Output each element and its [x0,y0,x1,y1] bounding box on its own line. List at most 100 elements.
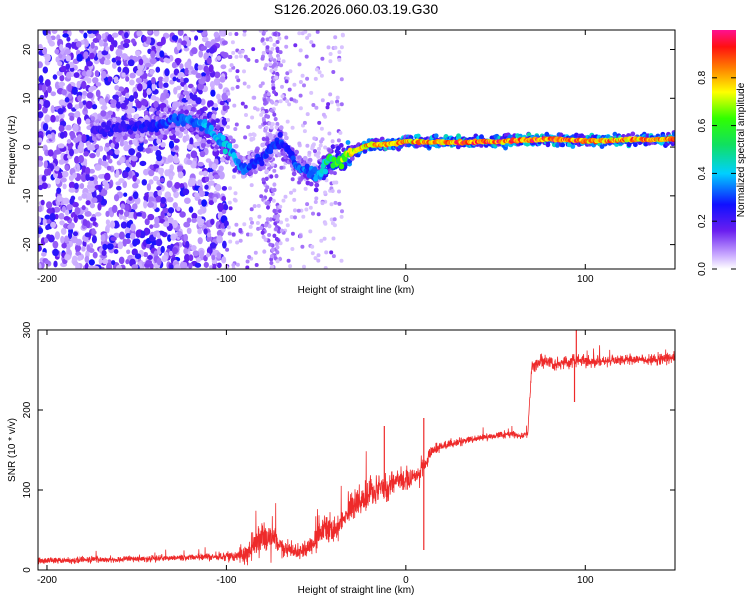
y-tick-label: -10 [22,188,33,203]
noise-dot [274,227,278,232]
ridge-core-dot [143,126,149,133]
noise-dot [135,77,143,84]
noise-dot [85,100,93,110]
noise-dot [112,136,118,145]
noise-dot [84,262,89,269]
noise-dot [173,138,180,144]
noise-dot [147,213,155,221]
noise-dot [260,56,265,61]
noise-dot [115,60,122,66]
noise-dot [50,132,56,141]
noise-dot [82,90,88,96]
ridge-dot [171,129,176,135]
ridge-dot [302,155,308,161]
colorbar-tick-label: 0.8 [697,70,708,84]
ridge-dot [308,181,314,187]
noise-dot [42,123,49,132]
noise-dot [51,30,58,35]
noise-dot [114,148,120,155]
noise-dot [329,100,334,105]
noise-dot [262,249,267,254]
noise-dot [83,106,88,112]
noise-dot [38,137,43,143]
ridge-dot [433,133,439,139]
noise-dot [57,61,63,67]
noise-dot [60,65,67,72]
noise-dot [275,121,280,127]
noise-dot [298,80,303,84]
ridge-dot [345,140,351,145]
noise-dot [90,41,95,49]
noise-dot [64,164,70,171]
noise-dot [164,169,170,177]
noise-dot [328,92,333,97]
noise-dot [209,265,214,269]
noise-dot [39,94,45,100]
noise-dot [126,249,131,255]
ridge-dot [254,148,260,154]
noise-dot [81,80,87,90]
noise-dot [337,201,342,206]
noise-dot [62,170,69,178]
noise-dot [312,136,317,141]
noise-dot [259,194,264,199]
ridge-core-dot [322,168,329,175]
noise-dot [141,179,148,186]
noise-dot [101,249,107,257]
noise-dot [313,76,318,81]
noise-dot [85,211,92,217]
ridge-dot [560,142,566,148]
noise-dot [119,156,125,164]
ridge-dot [630,131,636,137]
noise-dot [113,76,119,84]
noise-dot [199,249,205,258]
noise-dot [112,62,117,69]
noise-dot [71,86,78,95]
noise-dot [86,77,92,84]
noise-dot [58,212,65,220]
noise-dot [190,245,197,251]
noise-dot [58,81,66,87]
noise-dot [175,58,181,66]
noise-dot [136,69,143,77]
noise-dot [143,78,148,84]
ridge-core-dot [259,160,265,167]
noise-dot [203,228,208,235]
ridge-dot [194,134,200,140]
x-tick-label: 100 [577,575,594,586]
noise-dot [292,82,297,87]
noise-dot [195,257,202,263]
noise-dot [41,251,47,257]
ridge-dot [134,113,140,119]
noise-dot [97,202,102,211]
noise-dot [46,208,53,214]
noise-dot [91,197,98,204]
noise-dot [165,92,170,99]
noise-dot [65,42,72,49]
noise-dot [125,159,130,166]
noise-dot [186,217,192,224]
noise-dot [118,231,125,240]
noise-dot [98,39,104,47]
noise-dot [221,117,228,126]
noise-dot [184,253,190,263]
noise-dot [187,179,194,188]
noise-dot [177,165,184,172]
y-tick-label: 200 [22,401,33,418]
noise-dot [268,242,273,247]
noise-dot [105,210,110,217]
noise-dot [227,55,232,59]
ridge-dot [338,143,344,148]
ridge-dot [128,140,134,145]
ridge-dot [294,149,299,155]
noise-dot [339,214,344,219]
noise-dot [197,228,203,235]
noise-dot [339,102,344,107]
noise-dot [142,35,147,42]
noise-dot [127,144,132,149]
noise-dot [106,262,113,269]
x-tick-label: -100 [216,274,236,285]
noise-dot [337,189,341,194]
ridge-core-dot [106,120,112,127]
noise-dot [290,177,295,182]
